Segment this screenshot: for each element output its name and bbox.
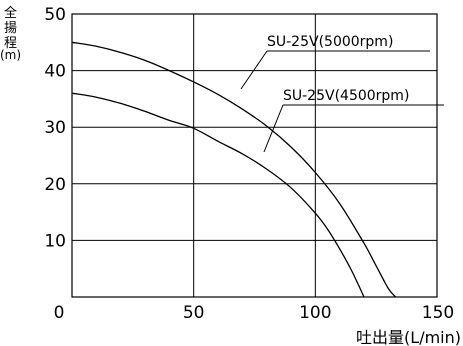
plot-border — [71, 13, 438, 298]
y-tick-label-50: 50 — [44, 5, 66, 25]
y-tick-label-10: 10 — [44, 231, 66, 251]
y-tick-label-30: 30 — [44, 118, 66, 138]
legend-labels: SU-25V(5000rpm) SU-25V(4500rpm) — [267, 34, 409, 104]
y-axis-label-part-3: 程 — [4, 36, 18, 51]
x-axis-label: 吐出量(L/min) — [356, 328, 461, 346]
y-tick-label-40: 40 — [44, 62, 66, 82]
x-tick-label-0: 0 — [54, 303, 65, 323]
series-line-2 — [71, 92, 365, 298]
x-tick-label-100: 100 — [299, 303, 331, 323]
series-line-1 — [71, 41, 397, 298]
legend-leader-2 — [263, 104, 284, 153]
plot-frame — [71, 13, 438, 298]
y-axis-label-part-1: 全 — [4, 6, 18, 21]
curves — [71, 41, 397, 298]
y-axis-label-part-2: 揚 — [4, 21, 18, 36]
legend-label-2: SU-25V(4500rpm) — [283, 88, 409, 104]
grid — [72, 14, 437, 297]
y-tick-labels: 10 20 30 40 50 — [44, 5, 66, 251]
x-tick-label-150: 150 — [422, 303, 454, 323]
legend-label-1: SU-25V(5000rpm) — [267, 34, 393, 50]
y-axis-label-part-4: (m) — [0, 48, 22, 62]
y-tick-label-20: 20 — [44, 175, 66, 195]
x-tick-label-50: 50 — [183, 303, 205, 323]
x-tick-labels: 0 50 100 150 — [54, 303, 455, 323]
legend-leader-1 — [240, 50, 268, 90]
legend-leaders — [240, 50, 444, 153]
